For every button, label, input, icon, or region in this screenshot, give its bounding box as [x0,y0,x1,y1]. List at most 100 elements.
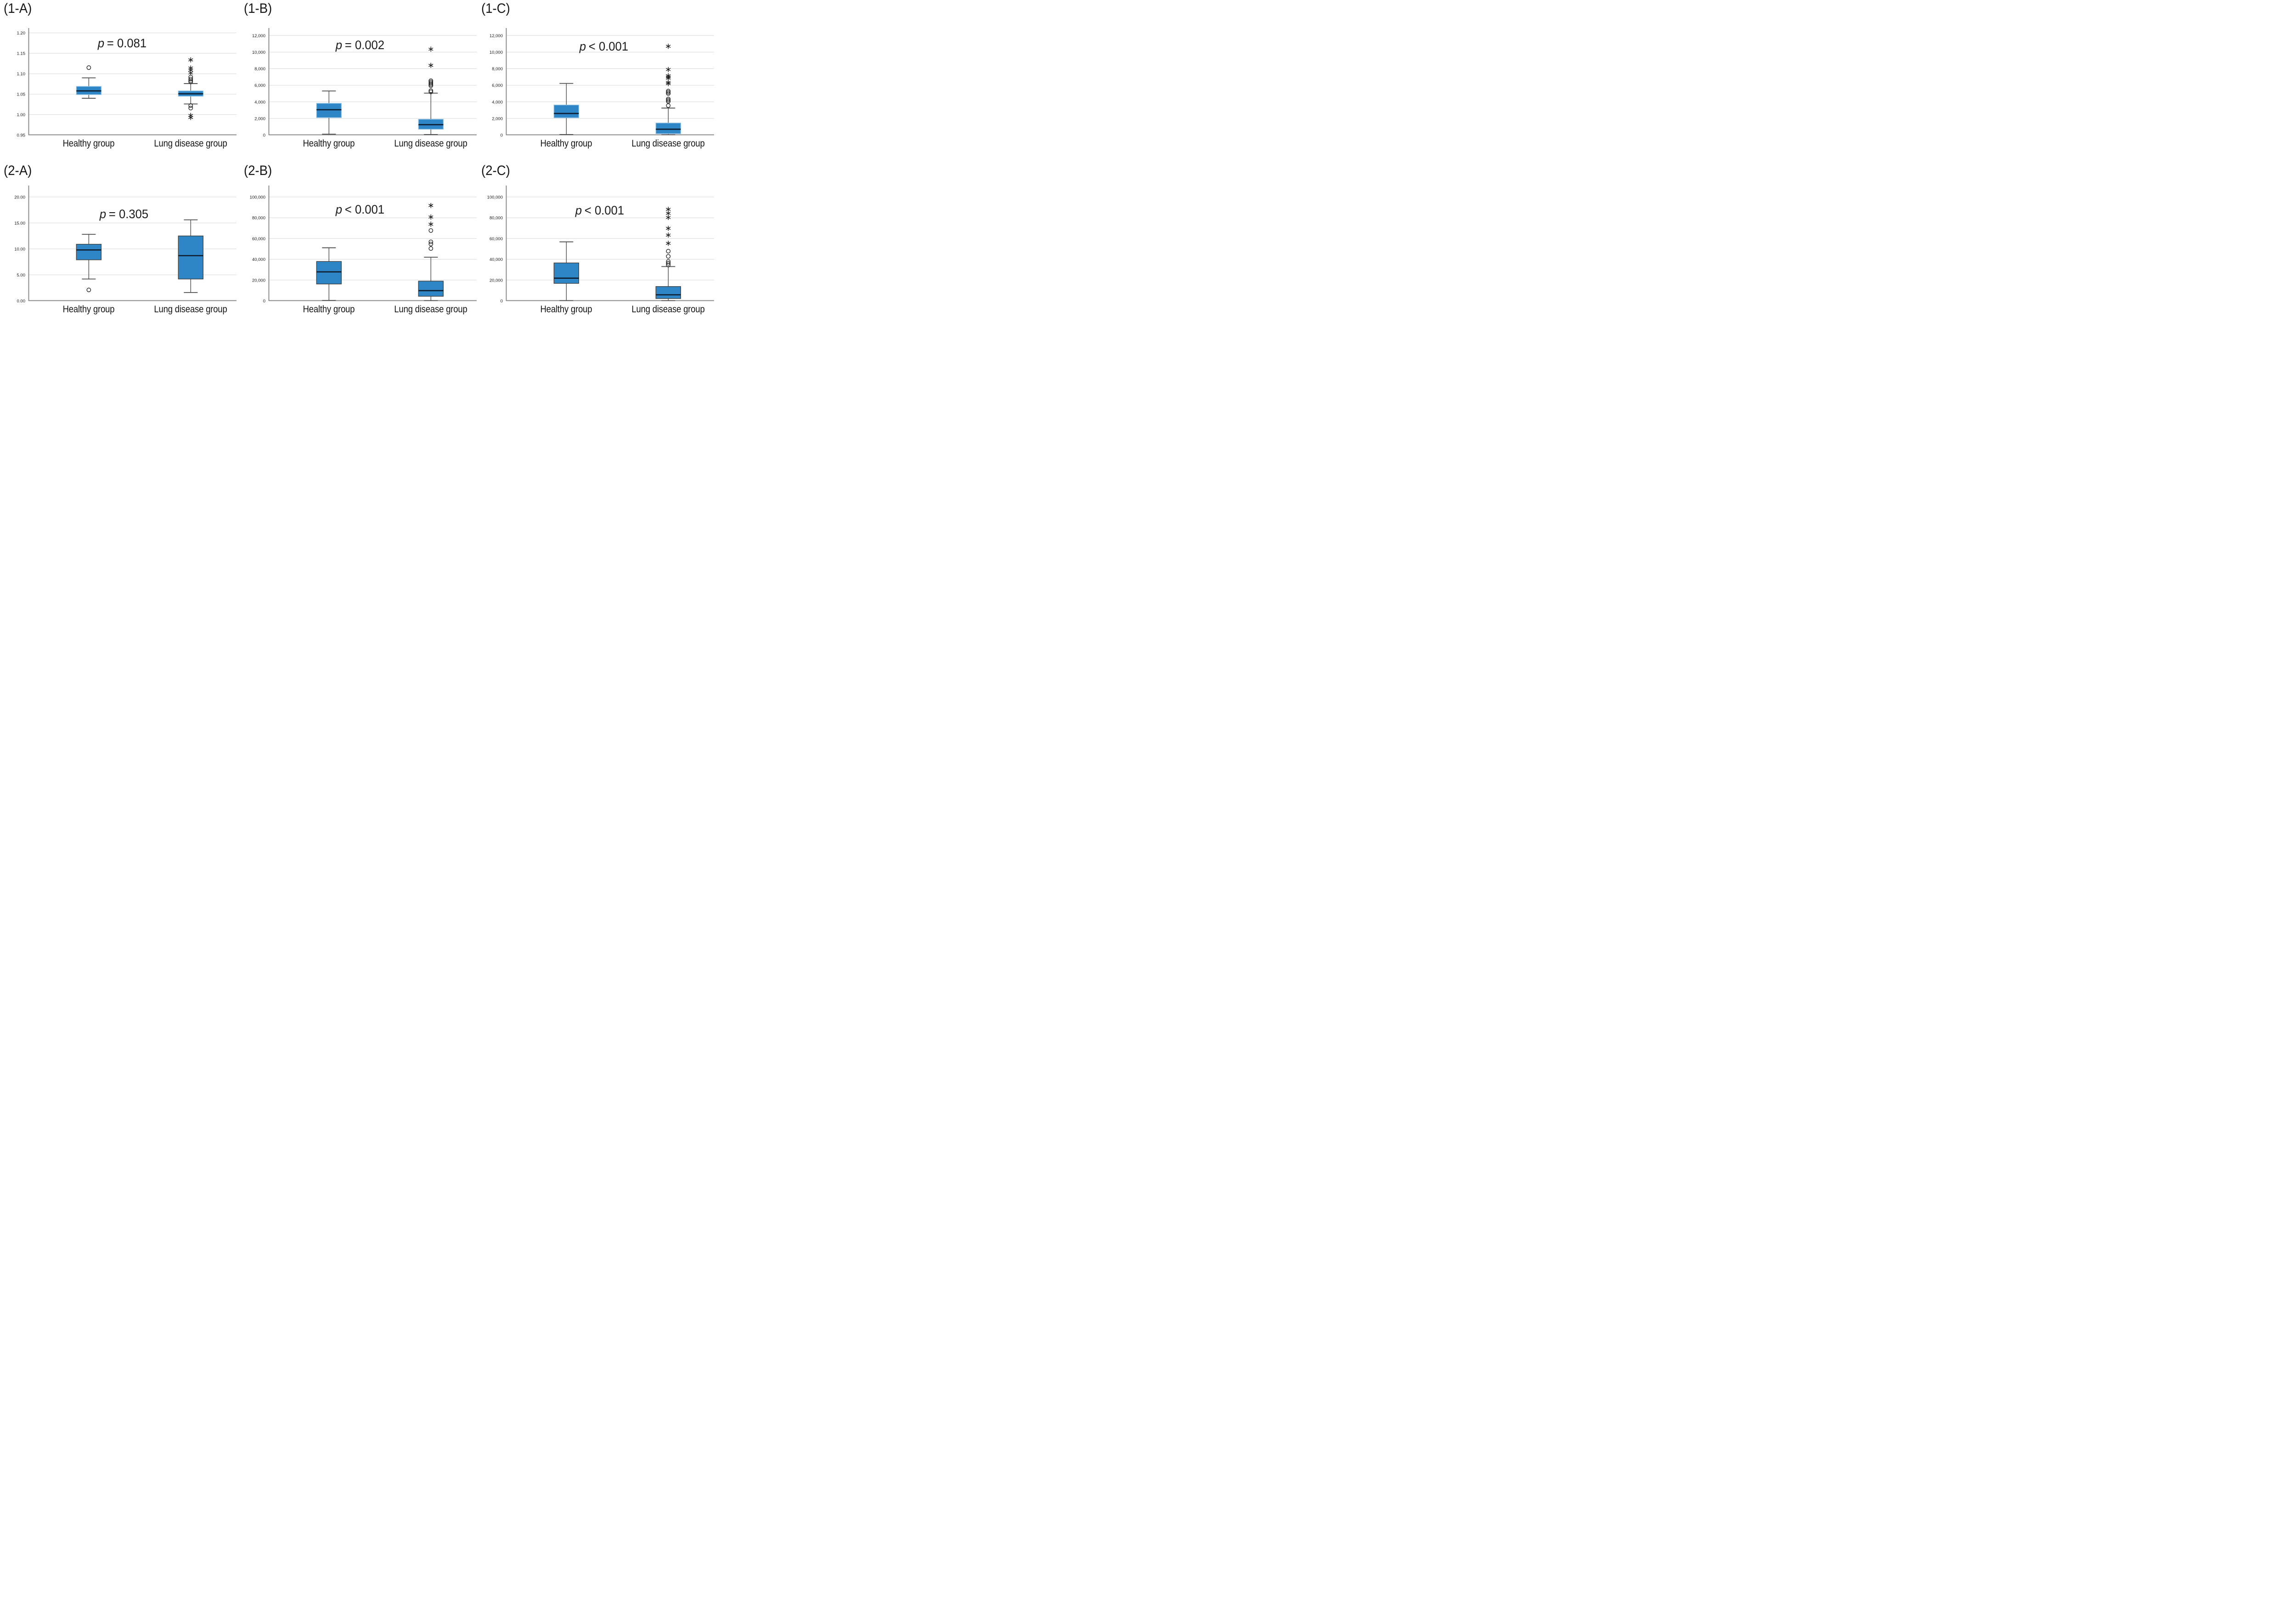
box-lung-disease-group [178,57,204,120]
outlier-circle [666,259,671,264]
star-spoke [666,45,671,48]
x-label-healthy-group: Healthy group [303,138,355,149]
y-tick-label: 0 [501,299,503,304]
star-spoke [666,226,671,230]
star-spoke [666,233,671,237]
boxplot-svg: 0.00 5.00 10.00 15.00 20.00 [14,186,236,304]
outlier-circle [188,103,193,108]
y-tick-label: 2,000 [254,116,265,121]
star-spoke [666,208,671,211]
boxplot-figure: (1-A) 0.95 1.00 1.05 1.10 1.15 1.20 p = 0.081 … [0,0,720,324]
iqr-box [316,103,342,118]
iqr-box [553,104,580,118]
outlier-circle [666,263,671,267]
x-label-lung-disease-group: Lung disease group [394,138,467,149]
outlier-star [666,73,671,79]
x-label-lung-disease-group: Lung disease group [154,138,227,149]
y-tick-label: 0 [263,299,265,304]
outlier-star [666,226,671,231]
outlier-circle [666,89,671,94]
box-lung-disease-group [655,207,681,301]
outlier-circle [666,98,671,102]
p-symbol: p [100,207,107,221]
y-tick-label: 1.20 [17,31,26,36]
boxplot-canvas-1A: 0.95 1.00 1.05 1.10 1.15 1.20 [17,28,236,138]
iqr-box [76,244,102,260]
panel-label-2C: (2-C) [481,163,510,178]
y-tick-label: 0.95 [17,133,26,138]
outlier-circle [666,254,671,259]
outlier-star [666,67,671,73]
y-tick-label: 10,000 [490,50,503,55]
star-spoke [428,204,433,207]
outlier-star [428,203,433,209]
iqr-box [553,262,580,284]
outlier-circle [428,239,433,244]
outlier-circle [428,228,433,233]
boxplot-canvas-1B: 0 2,000 4,000 6,000 8,000 10,000 12,000 [252,28,477,138]
x-label-healthy-group: Healthy group [540,304,592,315]
p-value-1C: p < 0.001 [580,39,628,54]
y-tick-label: 6,000 [254,83,265,88]
outlier-star [428,62,433,68]
p-symbol: p [575,203,582,217]
outlier-star [428,221,433,227]
outlier-circle [428,79,433,85]
p-symbol: p [336,38,343,52]
outlier-circle [666,261,671,265]
y-tick-label: 100,000 [250,195,265,200]
star-spoke [666,81,671,84]
p-text: < 0.001 [345,203,385,216]
outlier-circle [86,65,91,70]
panel-label-2B: (2-B) [244,163,272,178]
iqr-box [418,281,444,297]
panel-2C: (2-C) 0 20,000 40,000 60,000 80,000 100,000 p… [478,162,720,324]
outlier-star [666,241,671,246]
boxplot-canvas-1C: 0 2,000 4,000 6,000 8,000 10,000 12,000 [490,28,714,138]
box-healthy-group [316,247,342,301]
star-spoke [188,116,193,119]
p-value-2B: p < 0.001 [336,203,384,217]
iqr-box [178,235,204,280]
outlier-circle [666,96,671,102]
outlier-circle [666,90,671,95]
outlier-circle [188,79,193,85]
star-spoke [188,68,193,72]
outlier-circle [666,99,671,104]
box-lung-disease-group [655,44,681,135]
outlier-star [188,115,193,120]
p-text: < 0.001 [588,39,629,53]
outlier-star [666,207,671,212]
boxplot-svg: 0 20,000 40,000 60,000 80,000 100,000 [250,186,477,304]
y-tick-label: 0 [263,133,265,138]
panel-2B: (2-B) 0 20,000 40,000 60,000 80,000 100,000 p… [240,162,478,324]
panel-label-2A: (2-A) [4,163,32,178]
p-text: < 0.001 [584,203,624,217]
box-lung-disease-group [418,203,444,301]
p-symbol: p [579,39,586,53]
box-healthy-group [76,65,102,99]
outlier-circle [188,77,193,82]
panel-2A: (2-A) 0.00 5.00 10.00 15.00 20.00 p = 0.305 H… [0,162,240,324]
outlier-star [428,46,433,52]
outlier-star [428,214,433,220]
y-tick-label: 100,000 [487,195,503,200]
y-tick-label: 20,000 [252,278,265,283]
y-tick-label: 0 [501,133,503,138]
outlier-circle [428,81,433,85]
p-value-1A: p = 0.081 [98,36,146,51]
star-spoke [666,74,671,78]
p-text: = 0.081 [107,36,146,50]
x-label-lung-disease-group: Lung disease group [154,304,227,315]
outlier-circle [428,88,433,93]
star-spoke [428,215,433,219]
y-tick-label: 1.10 [17,72,26,77]
star-spoke [666,216,671,219]
outlier-circle [428,246,433,251]
outlier-circle [188,106,193,111]
iqr-box [655,123,681,134]
boxplot-canvas-2C: 0 20,000 40,000 60,000 80,000 100,000 [487,186,714,304]
iqr-box [316,261,342,285]
box-lung-disease-group [418,46,444,135]
outlier-circle [188,78,193,83]
